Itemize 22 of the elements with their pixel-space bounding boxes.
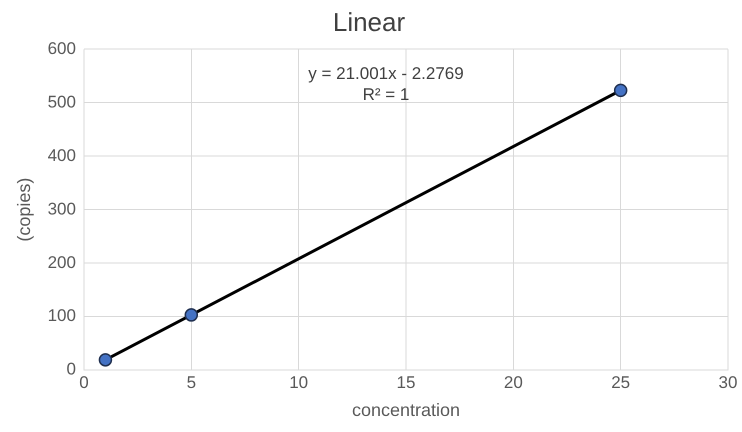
x-tick-label: 5 (186, 372, 196, 392)
annotation: y = 21.001x - 2.2769 (308, 64, 464, 83)
x-tick-label: 15 (396, 372, 416, 392)
point (614, 84, 628, 98)
x-tick-label: 30 (718, 372, 738, 392)
y-tick-label: 100 (48, 306, 76, 326)
y-axis-title: (copies) (14, 178, 34, 242)
y-tick-label: 500 (48, 92, 76, 112)
x-axis-title: concentration (352, 400, 460, 420)
chart-title: Linear (332, 6, 406, 37)
x-tick-label: 20 (504, 372, 523, 392)
x-tick-label: 0 (79, 372, 89, 392)
annotation: R² = 1 (362, 84, 410, 104)
x-tick-label: 10 (289, 372, 308, 392)
y-tick-label: 0 (66, 360, 76, 379)
point (184, 308, 198, 322)
x-tick-label: 25 (611, 372, 630, 392)
y-tick-label: 400 (48, 146, 76, 165)
y-tick-label: 600 (48, 38, 76, 58)
y-tick-label: 200 (48, 252, 76, 272)
y-tick-label: 300 (48, 199, 76, 218)
point (98, 353, 112, 367)
